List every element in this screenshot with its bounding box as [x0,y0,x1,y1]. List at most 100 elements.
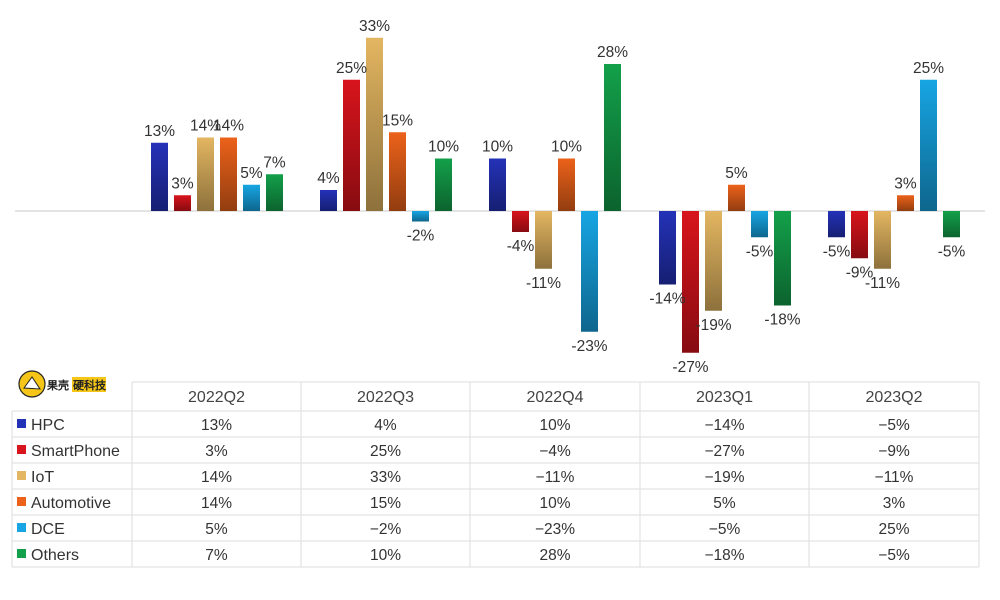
table-cell-smartphone-2023q1: −27% [704,443,744,460]
logo-highlight [72,377,106,392]
data-labels-layer: 13% 4% 10% -14% -5% 3% 25% -4% -27% -9% 14% 33% -11%… [144,18,966,376]
legend-swatch-hpc [17,419,26,428]
bar-iot-2022q3 [366,37,383,211]
bars-layer [151,37,960,353]
data-label-iot-2022q3: 33% [359,18,390,35]
data-label-iot-2023q2: -11% [865,275,900,292]
table-cell-automotive-2022q4: 10% [539,495,570,512]
table-cell-iot-2022q3: 33% [370,469,401,486]
data-label-automotive-2023q2: 3% [894,175,917,192]
bar-smartphone-2023q1 [682,211,699,353]
table-cell-others-2022q4: 28% [539,547,570,564]
table-cell-dce-2023q2: 25% [878,521,909,538]
table-cell-smartphone-2022q4: −4% [539,443,571,460]
data-label-automotive-2022q2: 14% [213,118,244,135]
data-label-others-2023q1: -18% [764,312,800,329]
bar-iot-2023q2 [874,211,891,269]
table-cell-smartphone-2022q3: 25% [370,443,401,460]
bar-dce-2023q1 [751,211,768,238]
data-label-iot-2022q4: -11% [526,275,561,292]
legend-swatch-smartphone [17,445,26,454]
table-row-label-dce: DCE [31,521,65,538]
bar-automotive-2022q4 [558,158,575,211]
data-label-hpc-2023q2: -5% [823,243,851,260]
table-cell-dce-2022q4: −23% [535,521,575,538]
data-label-smartphone-2022q4: -4% [507,238,535,255]
table-cell-iot-2023q1: −19% [704,469,744,486]
table-cell-iot-2022q4: −11% [536,469,575,486]
table-cell-hpc-2023q1: −14% [704,417,744,434]
table-cell-hpc-2022q2: 13% [201,417,232,434]
data-label-others-2022q2: 7% [263,154,286,171]
table-cell-dce-2022q2: 5% [205,521,228,538]
bar-smartphone-2022q4 [512,211,529,232]
table-cell-others-2023q1: −18% [704,547,744,564]
data-label-dce-2023q2: 25% [913,60,944,77]
bar-hpc-2022q2 [151,142,168,211]
data-label-dce-2022q4: -23% [571,338,607,355]
bar-dce-2023q2 [920,79,937,211]
table-cell-iot-2022q2: 14% [201,469,232,486]
table-cell-smartphone-2022q2: 3% [205,443,228,460]
data-label-others-2022q3: 10% [428,139,459,156]
table-cell-automotive-2023q1: 5% [713,495,736,512]
data-label-hpc-2023q1: -14% [649,291,685,308]
logo-text-a: 果壳 [46,378,69,392]
bar-others-2023q2 [943,211,960,238]
table-row-label-iot: IoT [31,469,54,486]
bar-iot-2023q1 [705,211,722,311]
data-label-automotive-2022q4: 10% [551,139,582,156]
bar-hpc-2023q2 [828,211,845,238]
data-label-smartphone-2022q2: 3% [171,175,194,192]
table-header-2023q1: 2023Q1 [696,389,753,406]
data-label-smartphone-2023q1: -27% [672,359,708,376]
bar-smartphone-2023q2 [851,211,868,259]
bar-dce-2022q3 [412,211,429,222]
data-label-automotive-2023q1: 5% [725,165,748,182]
logo: 果壳 硬科技 [18,370,107,398]
table-cell-iot-2023q2: −11% [875,469,914,486]
table-cell-automotive-2023q2: 3% [883,495,906,512]
bar-dce-2022q2 [243,184,260,211]
bar-dce-2022q4 [581,211,598,332]
legend-swatch-others [17,549,26,558]
data-label-dce-2022q2: 5% [240,165,263,182]
data-label-automotive-2022q3: 15% [382,112,413,129]
table-cell-dce-2023q1: −5% [709,521,741,538]
bar-smartphone-2022q3 [343,79,360,211]
data-label-dce-2023q1: -5% [746,243,774,260]
bar-automotive-2023q1 [728,184,745,211]
table-cell-hpc-2022q4: 10% [539,417,570,434]
data-label-iot-2023q1: -19% [695,317,731,334]
table-cell-hpc-2023q2: −5% [878,417,910,434]
logo-text-b: 硬科技 [73,378,107,392]
table-cell-automotive-2022q3: 15% [370,495,401,512]
legend-swatch-automotive [17,497,26,506]
data-label-others-2022q4: 28% [597,44,628,61]
table-header-2022q2: 2022Q2 [188,389,245,406]
bar-others-2022q3 [435,158,452,211]
table-cell-others-2022q3: 10% [370,547,401,564]
bar-others-2022q4 [604,64,621,211]
legend-swatch-iot [17,471,26,480]
logo-icon-mark [23,376,41,390]
table-row-label-others: Others [31,547,79,564]
data-label-hpc-2022q4: 10% [482,139,513,156]
data-label-smartphone-2022q3: 25% [336,60,367,77]
bar-iot-2022q2 [197,137,214,211]
table-header-2022q3: 2022Q3 [357,389,414,406]
table-cell-others-2023q2: −5% [878,547,910,564]
table-row-label-automotive: Automotive [31,495,111,512]
bar-hpc-2022q3 [320,190,337,211]
data-label-hpc-2022q2: 13% [144,123,175,140]
bar-automotive-2022q2 [220,137,237,211]
bar-automotive-2023q2 [897,195,914,211]
bar-smartphone-2022q2 [174,195,191,211]
table-header-2023q2: 2023Q2 [866,389,923,406]
data-label-smartphone-2023q2: -9% [846,264,874,281]
data-label-iot-2022q2: 14% [190,118,221,135]
table-row-label-hpc: HPC [31,417,65,434]
legend-swatch-dce [17,523,26,532]
data-label-dce-2022q3: -2% [407,228,435,245]
